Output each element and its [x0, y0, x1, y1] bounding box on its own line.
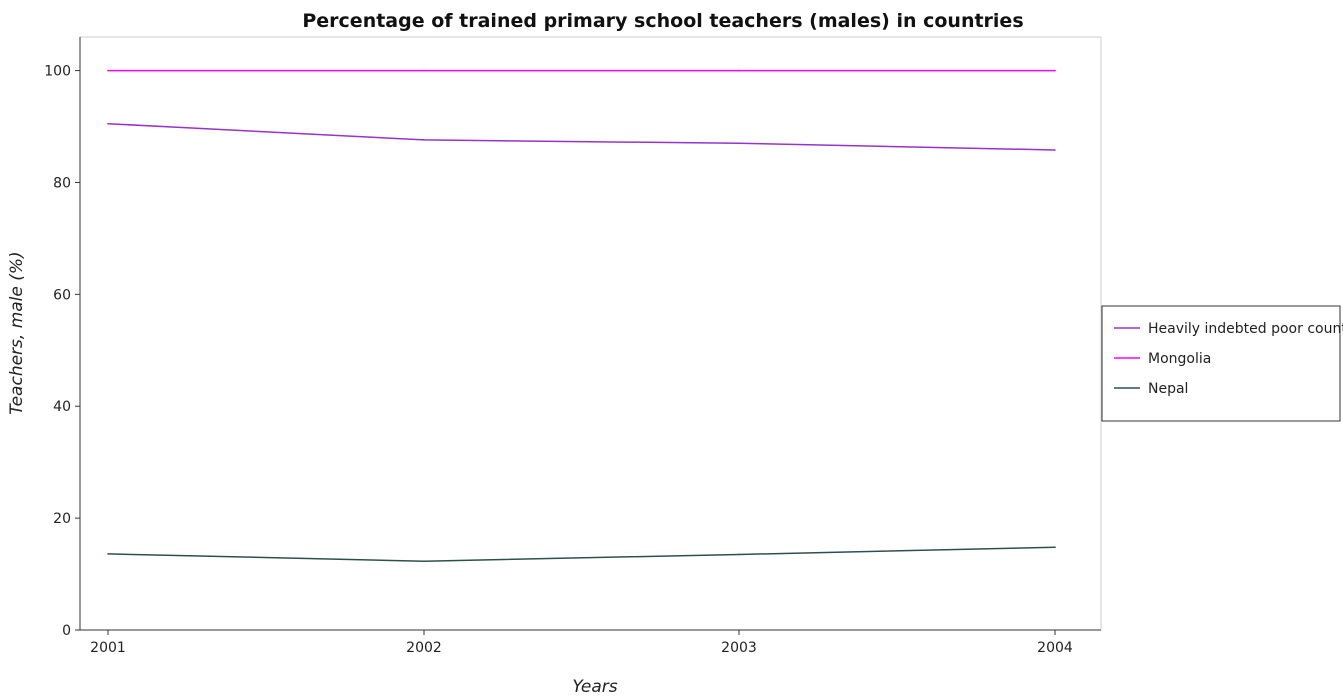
y-tick-label: 40	[53, 399, 71, 415]
plot-background	[79, 36, 1102, 631]
data-point	[107, 553, 109, 555]
data-point	[423, 139, 425, 141]
y-tick-label: 60	[53, 287, 71, 303]
data-point	[1054, 546, 1056, 549]
x-tick-label: 2003	[721, 640, 757, 656]
series-line-2	[107, 546, 1056, 562]
data-point	[1054, 69, 1056, 72]
data-point	[738, 142, 740, 145]
data-point	[107, 122, 109, 125]
legend-entry: Nepal	[1148, 381, 1188, 397]
x-axis-label: Years	[572, 677, 617, 697]
x-tick-label: 2001	[90, 640, 126, 656]
series-lines	[107, 69, 1056, 562]
data-point	[423, 69, 425, 72]
series-line-0	[107, 122, 1056, 151]
data-point	[423, 560, 425, 562]
y-axis-label: Teachers, male (%)	[7, 251, 27, 414]
data-point	[1054, 149, 1056, 151]
plot-area	[79, 36, 1102, 631]
x-tick-label: 2002	[406, 640, 442, 656]
y-tick-label: 80	[53, 175, 71, 191]
legend-entry: Mongolia	[1148, 351, 1211, 367]
data-point	[107, 69, 109, 72]
chart-title: Percentage of trained primary school tea…	[302, 10, 1023, 32]
legend: Heavily indebted poor countries Mongolia N…	[1101, 305, 1343, 422]
legend-box	[1101, 305, 1341, 422]
data-point	[738, 69, 740, 72]
y-tick-label: 0	[62, 623, 71, 639]
y-tick-label: 20	[53, 511, 71, 527]
legend-entry: Heavily indebted poor countries	[1148, 321, 1343, 337]
y-axis-ticks: 0 20 40 60 80 100	[44, 64, 80, 639]
x-axis-ticks: 2001 2002 2003 2004	[90, 630, 1073, 656]
data-point	[738, 553, 740, 556]
x-tick-label: 2004	[1037, 640, 1073, 656]
y-tick-label: 100	[44, 64, 71, 80]
